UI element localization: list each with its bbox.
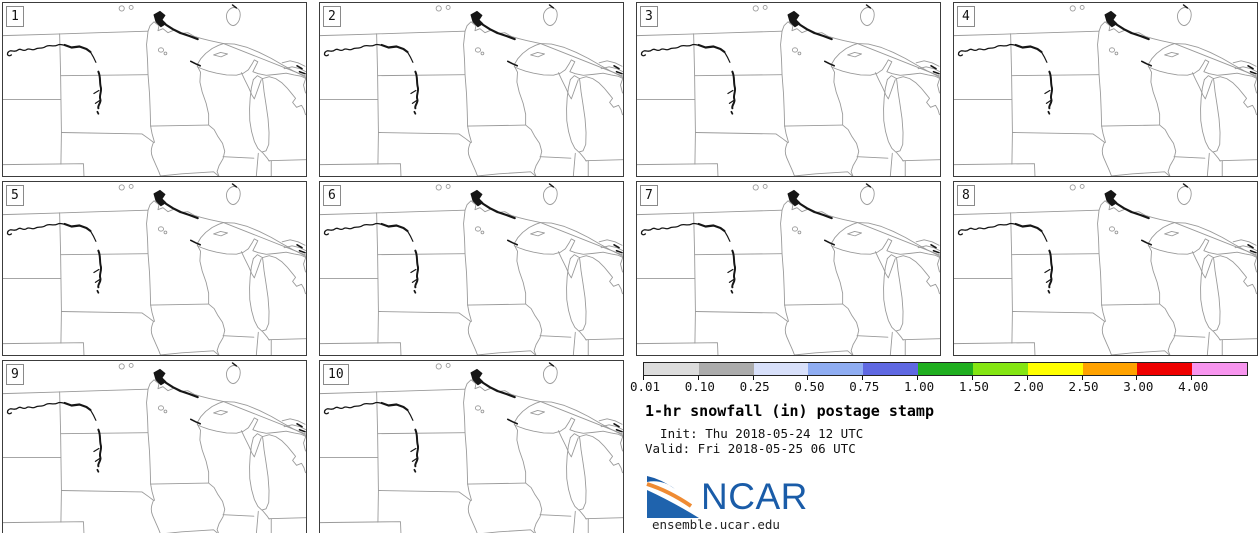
member-panel-5: 5 (2, 181, 307, 356)
colorbar-segment-9 (1137, 363, 1193, 375)
init-time: Init: Thu 2018-05-24 12 UTC (645, 426, 864, 441)
colorbar-tick (643, 376, 644, 380)
valid-time: Valid: Fri 2018-05-25 06 UTC (645, 440, 856, 456)
member-panel-4: 4 (953, 2, 1258, 177)
snowfall-colorbar (643, 362, 1248, 376)
colorbar-segment-3 (808, 363, 864, 375)
colorbar-tick-label: 0.50 (794, 379, 825, 394)
basemap (320, 3, 623, 176)
basemap (3, 182, 306, 355)
colorbar-tick (807, 376, 809, 380)
colorbar-tick (1136, 376, 1138, 380)
colorbar-segment-0 (644, 363, 699, 375)
colorbar-segment-5 (918, 363, 973, 375)
member-panel-8: 8 (953, 181, 1258, 356)
member-panel-10: 10 (319, 360, 624, 533)
member-number: 3 (640, 6, 658, 27)
colorbar-segment-1 (698, 363, 754, 375)
basemap (320, 361, 623, 533)
member-number: 10 (323, 364, 349, 385)
member-number: 6 (323, 185, 341, 206)
colorbar-tick-label: 1.50 (958, 379, 989, 394)
basemap (637, 182, 940, 355)
ncar-logo: NCAR (645, 474, 895, 520)
colorbar-tick (1026, 376, 1028, 380)
member-panel-1: 1 (2, 2, 307, 177)
colorbar-tick (862, 376, 864, 380)
plot-title: 1-hr snowfall (in) postage stamp (645, 402, 934, 420)
colorbar-segment-8 (1082, 363, 1138, 375)
colorbar-tick (752, 376, 754, 380)
ncar-wordmark: NCAR (701, 476, 808, 517)
colorbar-segment-2 (753, 363, 809, 375)
colorbar-tick-label: 0.25 (739, 379, 770, 394)
basemap (320, 182, 623, 355)
colorbar-tick-label: 2.00 (1013, 379, 1044, 394)
colorbar-tick (697, 376, 699, 380)
basemap (3, 3, 306, 176)
colorbar-tick (917, 376, 919, 380)
member-number: 4 (957, 6, 975, 27)
member-number: 8 (957, 185, 975, 206)
member-panel-3: 3 (636, 2, 941, 177)
member-number: 5 (6, 185, 24, 206)
member-panel-2: 2 (319, 2, 624, 177)
basemap (637, 3, 940, 176)
member-number: 7 (640, 185, 658, 206)
colorbar-tick-label: 3.00 (1123, 379, 1154, 394)
member-number: 9 (6, 364, 24, 385)
colorbar-segment-6 (972, 363, 1028, 375)
site-url: ensemble.ucar.edu (652, 517, 780, 532)
colorbar-tick (1191, 376, 1193, 380)
member-panel-9: 9 (2, 360, 307, 533)
legend-block: 0.01 0.10 0.25 0.50 0.75 1.00 1.50 2.00 2.50 3.00… (630, 360, 1260, 533)
colorbar-tick-label: 4.00 (1178, 379, 1209, 394)
colorbar-tick (971, 376, 973, 380)
init-valid-times: Init: Thu 2018-05-24 12 UTC Valid: Fri 2… (645, 426, 864, 456)
colorbar-segment-4 (863, 363, 919, 375)
member-number: 1 (6, 6, 24, 27)
member-number: 2 (323, 6, 341, 27)
basemap (3, 361, 306, 533)
colorbar-tick-label: 0.01 (629, 379, 661, 394)
colorbar-segment-7 (1027, 363, 1083, 375)
member-panel-7: 7 (636, 181, 941, 356)
basemap (954, 182, 1257, 355)
colorbar-tick-label: 0.10 (684, 379, 715, 394)
ncar-swoosh-icon (646, 476, 699, 518)
colorbar-segment-10 (1192, 363, 1247, 375)
colorbar-tick-label: 1.00 (904, 379, 935, 394)
basemap (954, 3, 1257, 176)
colorbar-tick-label: 2.50 (1068, 379, 1099, 394)
colorbar-tick-label: 0.75 (849, 379, 880, 394)
member-panel-6: 6 (319, 181, 624, 356)
colorbar-tick (1081, 376, 1083, 380)
